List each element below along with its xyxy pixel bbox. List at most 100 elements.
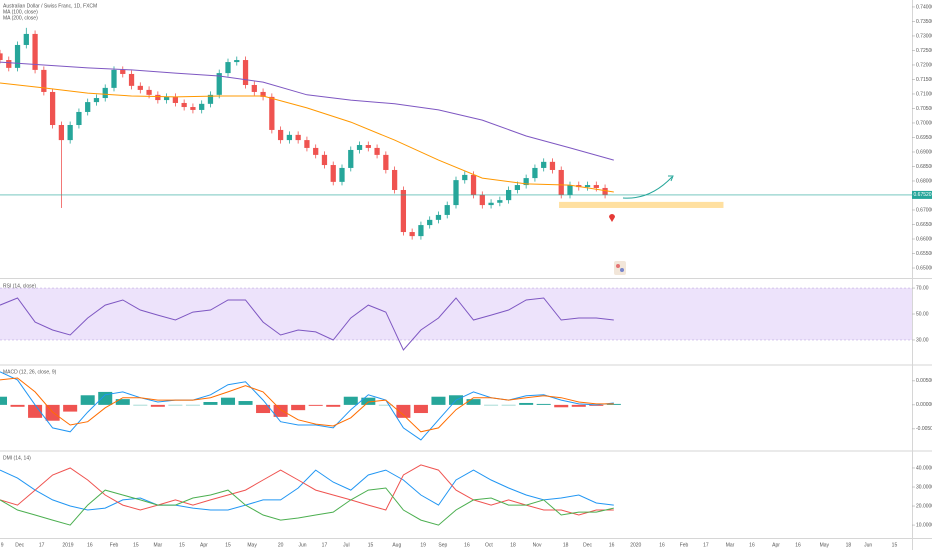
candle-body xyxy=(163,96,170,101)
candle-body xyxy=(207,94,214,104)
last-price-box xyxy=(912,190,932,199)
candle-body xyxy=(181,102,187,108)
candle-body xyxy=(444,205,450,215)
histogram-bar xyxy=(326,404,341,407)
candle-body xyxy=(488,202,494,206)
candle-body xyxy=(216,73,222,95)
histogram-bar xyxy=(10,404,25,407)
x-tick-label: Apr xyxy=(200,542,208,548)
x-tick-label: Aug xyxy=(392,542,401,548)
x-tick-label: Apr xyxy=(772,542,780,548)
candle-body xyxy=(41,69,47,92)
candle-body xyxy=(23,33,29,45)
legend-entry: MA (200, close) xyxy=(3,15,38,21)
candle-body xyxy=(462,174,468,181)
series-line xyxy=(0,297,614,351)
histogram-bar xyxy=(571,404,586,407)
candle-body xyxy=(242,60,249,85)
candle-body xyxy=(67,125,73,141)
candle-body xyxy=(602,187,608,195)
candle-body xyxy=(269,96,275,130)
x-tick-label: Sep xyxy=(438,542,447,548)
x-tick-label: Feb xyxy=(110,542,119,548)
y-tick-label: 50.00 xyxy=(916,311,929,317)
event-marker xyxy=(609,214,615,222)
histogram-bar xyxy=(413,404,428,414)
histogram-bar xyxy=(28,404,43,418)
histogram-bar xyxy=(238,401,253,405)
histogram-bar xyxy=(220,397,236,405)
candle-body xyxy=(549,161,556,170)
candle-body xyxy=(330,165,336,182)
x-tick-label: 15 xyxy=(133,542,139,548)
candle-body xyxy=(102,87,108,99)
x-tick-label: Jul xyxy=(343,542,349,548)
candle-body xyxy=(523,178,529,186)
pane-title: RSI (14, close) xyxy=(3,283,36,289)
candle-body xyxy=(365,145,371,148)
candle-body xyxy=(295,134,301,141)
last-price-label: 0.67520 xyxy=(914,192,932,198)
candle-body xyxy=(85,102,91,112)
candle-body xyxy=(234,60,240,63)
x-tick-label: Feb xyxy=(680,542,689,548)
y-tick-label: 30.00000 xyxy=(916,484,932,490)
candle-body xyxy=(348,149,354,168)
histogram-bar xyxy=(536,403,551,405)
candle-body xyxy=(409,232,415,237)
candle-body xyxy=(321,154,328,166)
x-tick-label: 16 xyxy=(795,542,801,548)
candle-body xyxy=(558,169,564,195)
forecast-arrow xyxy=(622,176,673,199)
candle-body xyxy=(532,167,538,179)
x-tick-label: 17 xyxy=(322,542,328,548)
candle-body xyxy=(567,185,573,195)
y-tick-label: 30.00 xyxy=(916,337,929,343)
candle-body xyxy=(470,174,477,195)
candle-body xyxy=(32,33,38,70)
candle-body xyxy=(0,53,3,61)
histogram-bar xyxy=(256,404,271,414)
histogram-bar xyxy=(519,402,534,405)
histogram-bar xyxy=(80,395,95,405)
histogram-bar xyxy=(431,396,446,405)
candle-body xyxy=(146,89,152,95)
candle-body xyxy=(391,169,398,190)
x-tick-label: 16 xyxy=(749,542,755,548)
series-line xyxy=(0,377,614,433)
candle-body xyxy=(260,91,266,97)
forecast-arrowhead xyxy=(668,175,674,182)
x-tick-label: 15 xyxy=(225,542,231,548)
candle-body xyxy=(120,69,126,74)
series-line xyxy=(0,487,614,526)
histogram-bar xyxy=(291,404,306,411)
histogram-bar xyxy=(343,396,358,405)
candle-body xyxy=(453,180,459,206)
rsi-band xyxy=(0,288,912,340)
y-tick-label: 0.00000 xyxy=(916,402,932,408)
y-tick-label: 10.00000 xyxy=(916,522,932,528)
x-tick-label: Mar xyxy=(726,542,735,548)
x-tick-label: Dec xyxy=(15,542,24,548)
candle-body xyxy=(383,154,389,170)
candle-body xyxy=(313,147,319,155)
pane-title: MACD (12, 26, close, 9) xyxy=(3,369,57,375)
series-line xyxy=(0,82,614,193)
candle-body xyxy=(286,134,293,141)
x-tick-label: Jun xyxy=(299,542,307,548)
candle-body xyxy=(190,107,196,110)
x-tick-label: 18 xyxy=(563,542,569,548)
